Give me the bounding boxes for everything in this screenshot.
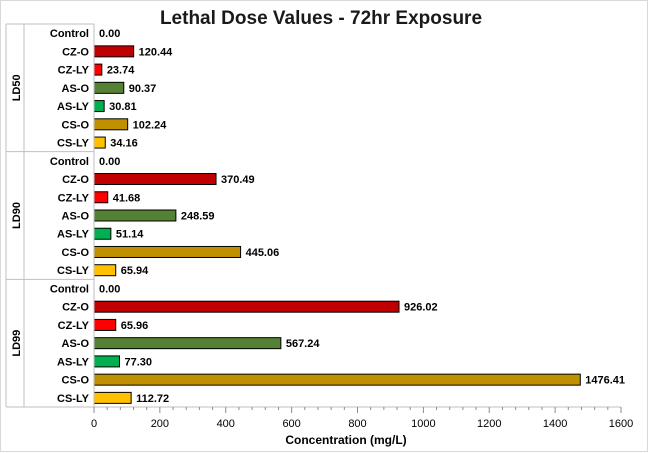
- bar: [93, 191, 109, 204]
- category-label: CS-O: [62, 375, 90, 387]
- category-label: CZ-LY: [58, 320, 90, 332]
- bar: [93, 337, 282, 350]
- data-label: 34.16: [110, 138, 138, 150]
- data-label: 77.30: [124, 356, 152, 368]
- bar: [93, 100, 105, 113]
- bar: [93, 264, 117, 277]
- data-label: 0.00: [99, 156, 120, 168]
- data-label: 926.02: [404, 302, 438, 314]
- plot-area: LD50 Control 0.00 CZ-O 120.44 CZ-LY 23.74 AS-O 9…: [5, 23, 633, 430]
- data-label: 90.37: [129, 83, 157, 95]
- chart-title: Lethal Dose Values - 72hr Exposure: [160, 8, 482, 29]
- data-label: 51.14: [116, 229, 144, 241]
- category-label: Control: [50, 28, 89, 40]
- category-label: AS-LY: [57, 356, 90, 368]
- x-axis-label: Concentration (mg/L): [285, 433, 406, 447]
- bar: [93, 318, 117, 331]
- x-tick-label: 1600: [609, 418, 633, 430]
- x-tick-label: 400: [217, 418, 235, 430]
- data-label: 0.00: [99, 283, 120, 295]
- category-label: CZ-O: [62, 46, 89, 58]
- category-label: AS-O: [62, 83, 90, 95]
- data-label: 1476.41: [585, 375, 625, 387]
- category-label: AS-LY: [57, 101, 90, 113]
- data-label: 102.24: [133, 119, 168, 131]
- category-label: CS-O: [62, 119, 90, 131]
- category-label: AS-O: [62, 338, 90, 350]
- bar: [93, 227, 112, 240]
- data-label: 445.06: [246, 247, 280, 259]
- data-label: 65.96: [121, 320, 149, 332]
- data-label: 23.74: [107, 65, 135, 77]
- data-label: 0.00: [99, 28, 120, 40]
- category-label: CS-LY: [57, 393, 90, 405]
- data-label: 30.81: [109, 101, 137, 113]
- bar: [93, 391, 132, 404]
- category-label: CZ-LY: [58, 65, 90, 77]
- category-label: CS-O: [62, 247, 90, 259]
- bar: [93, 373, 581, 386]
- bar: [93, 136, 106, 149]
- data-label: 41.68: [113, 192, 141, 204]
- x-tick-label: 600: [282, 418, 300, 430]
- category-label: CS-LY: [57, 265, 90, 277]
- bar: [93, 300, 400, 313]
- bar: [93, 118, 129, 131]
- category-label: Control: [50, 156, 89, 168]
- data-label: 248.59: [181, 211, 215, 223]
- category-label: Control: [50, 283, 89, 295]
- x-tick-label: 0: [91, 418, 97, 430]
- data-label: 567.24: [286, 338, 321, 350]
- x-tick-label: 800: [348, 418, 366, 430]
- data-label: 65.94: [121, 265, 149, 277]
- category-label: CZ-O: [62, 302, 89, 314]
- x-tick-label: 1000: [411, 418, 435, 430]
- category-label: AS-LY: [57, 229, 90, 241]
- category-label: CZ-LY: [58, 192, 90, 204]
- group-label: LD90: [11, 202, 23, 229]
- category-label: AS-O: [62, 211, 90, 223]
- bar: [93, 173, 217, 186]
- data-label: 120.44: [139, 46, 174, 58]
- data-label: 112.72: [136, 393, 169, 405]
- data-label: 370.49: [221, 174, 255, 186]
- bar: [93, 81, 125, 94]
- x-tick-label: 200: [151, 418, 169, 430]
- bar: [93, 355, 120, 368]
- bar: [93, 245, 242, 258]
- x-tick-label: 1200: [477, 418, 501, 430]
- category-label: CS-LY: [57, 138, 90, 150]
- bar: [93, 209, 177, 222]
- group-label: LD50: [11, 74, 23, 101]
- bar: [93, 63, 103, 76]
- x-tick-label: 1400: [543, 418, 567, 430]
- bar: [93, 45, 135, 58]
- category-label: CZ-O: [62, 174, 89, 186]
- group-label: LD99: [11, 330, 23, 357]
